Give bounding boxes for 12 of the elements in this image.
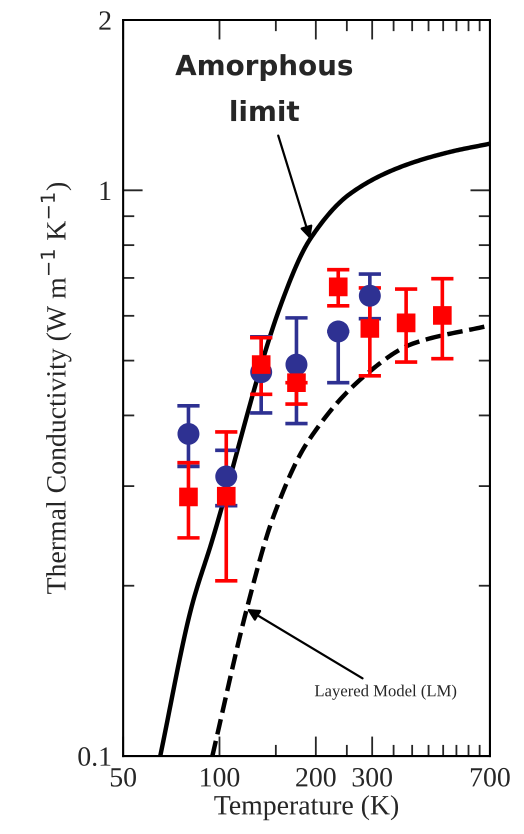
x-tick-label: 50: [110, 768, 136, 787]
x-axis-title: Temperature (K): [214, 795, 398, 820]
y-tick-label: 2: [99, 11, 110, 30]
y-tick-label: 1: [100, 182, 110, 200]
x-tick-label: 100: [201, 768, 240, 787]
annotation: Amorphous limit: [175, 54, 352, 122]
y-tick-label: 0.1: [78, 747, 110, 766]
annotation: Layered Model (LM): [314, 684, 456, 700]
y-axis-title: Thermal Conductivity (W m$^{−1}$ K$^{−1}$): [40, 182, 72, 594]
x-tick-label: 700: [470, 768, 510, 787]
x-tick-label: 200: [296, 768, 336, 787]
x-tick-label: 300: [352, 768, 392, 787]
